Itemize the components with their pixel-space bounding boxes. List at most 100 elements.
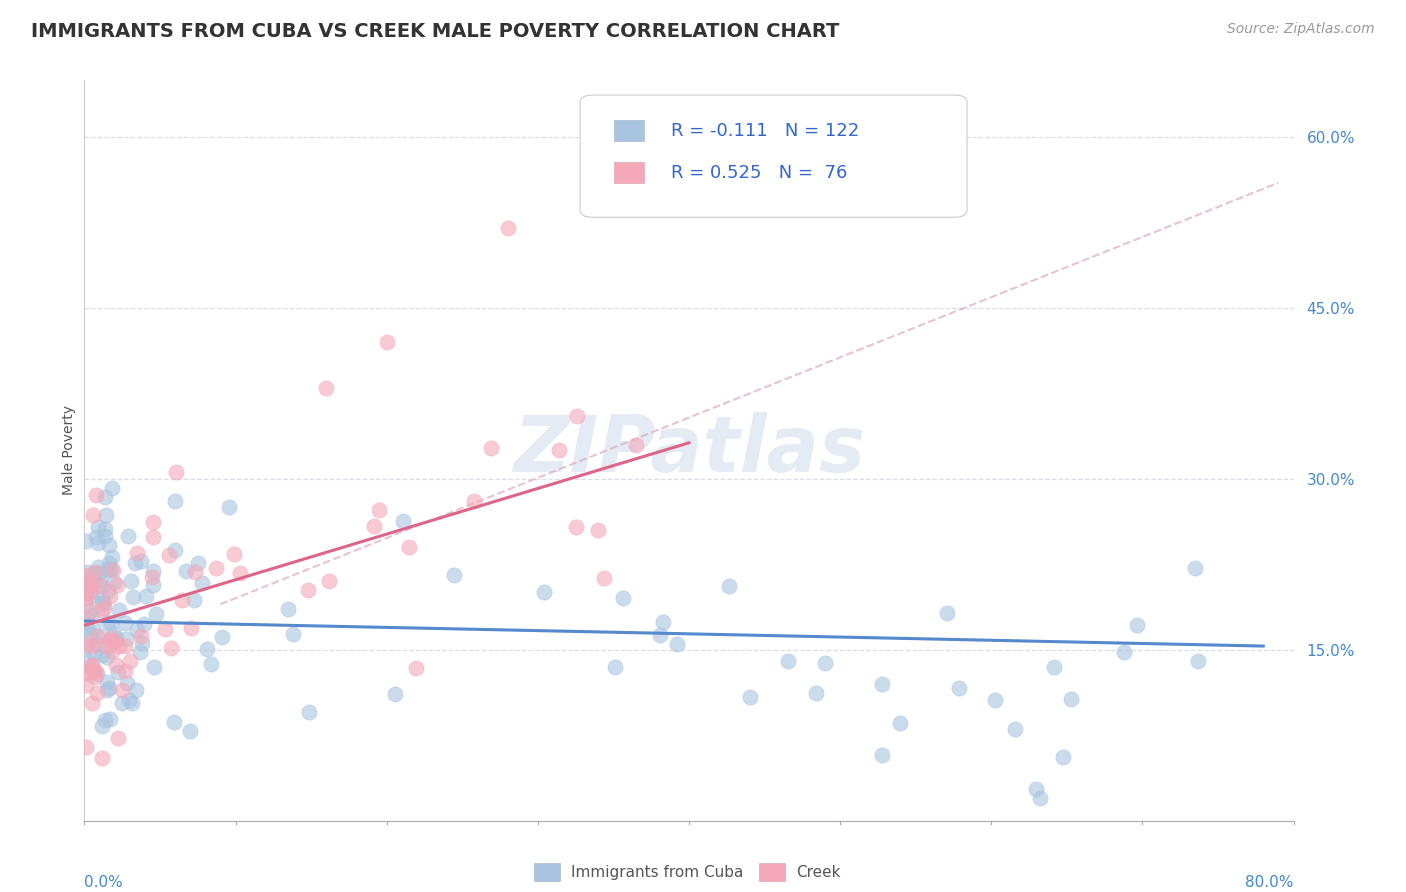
Immigrants from Cuba <box>101 550 124 565</box>
Immigrants from Cuba <box>89 573 111 587</box>
Immigrants from Cuba <box>76 577 98 591</box>
Text: Creek: Creek <box>796 865 841 880</box>
Immigrants from Cuba <box>97 584 120 599</box>
Creek <box>82 508 104 522</box>
Creek <box>565 520 588 534</box>
Creek <box>142 530 165 544</box>
Creek <box>318 574 340 589</box>
Immigrants from Cuba <box>103 575 125 590</box>
Immigrants from Cuba <box>97 615 120 629</box>
FancyBboxPatch shape <box>614 120 644 141</box>
Immigrants from Cuba <box>107 665 129 680</box>
Creek <box>184 566 207 580</box>
Immigrants from Cuba <box>603 659 626 673</box>
Immigrants from Cuba <box>142 564 165 578</box>
Text: R = 0.525   N =  76: R = 0.525 N = 76 <box>671 164 848 182</box>
Immigrants from Cuba <box>174 564 197 578</box>
Immigrants from Cuba <box>114 615 136 630</box>
Creek <box>82 577 104 591</box>
Immigrants from Cuba <box>1029 790 1052 805</box>
Immigrants from Cuba <box>1126 617 1149 632</box>
Creek <box>98 590 121 604</box>
Creek <box>83 665 105 679</box>
Immigrants from Cuba <box>1025 782 1047 797</box>
Immigrants from Cuba <box>1114 644 1136 658</box>
Immigrants from Cuba <box>651 615 673 629</box>
Immigrants from Cuba <box>179 724 201 739</box>
Creek <box>107 731 129 746</box>
Creek <box>75 740 97 755</box>
Creek <box>90 603 112 617</box>
Immigrants from Cuba <box>142 660 165 674</box>
Creek <box>129 629 152 643</box>
Immigrants from Cuba <box>391 514 413 528</box>
Immigrants from Cuba <box>97 538 120 552</box>
Creek <box>180 621 202 635</box>
Creek <box>142 516 165 530</box>
Creek <box>76 574 98 588</box>
Creek <box>75 591 97 605</box>
Creek <box>624 438 647 452</box>
Immigrants from Cuba <box>125 623 148 637</box>
Immigrants from Cuba <box>870 747 893 762</box>
Creek <box>160 640 183 655</box>
Immigrants from Cuba <box>211 630 233 644</box>
Creek <box>108 639 131 653</box>
Text: IMMIGRANTS FROM CUBA VS CREEK MALE POVERTY CORRELATION CHART: IMMIGRANTS FROM CUBA VS CREEK MALE POVER… <box>31 22 839 41</box>
Creek <box>86 629 108 643</box>
Creek <box>547 442 569 457</box>
FancyBboxPatch shape <box>614 162 644 183</box>
Immigrants from Cuba <box>98 556 121 570</box>
Immigrants from Cuba <box>142 578 165 592</box>
Creek <box>127 546 149 560</box>
Immigrants from Cuba <box>612 591 634 605</box>
Immigrants from Cuba <box>200 657 222 672</box>
Creek <box>75 665 97 679</box>
Immigrants from Cuba <box>101 481 124 495</box>
Immigrants from Cuba <box>100 615 122 630</box>
Creek <box>463 494 485 508</box>
Immigrants from Cuba <box>648 627 671 641</box>
Immigrants from Cuba <box>936 606 959 620</box>
Creek <box>98 633 121 648</box>
Text: R = -0.111   N = 122: R = -0.111 N = 122 <box>671 121 859 140</box>
Immigrants from Cuba <box>298 705 321 719</box>
Creek <box>76 611 98 625</box>
Creek <box>375 335 398 350</box>
Immigrants from Cuba <box>94 490 117 504</box>
Creek <box>105 578 128 592</box>
Immigrants from Cuba <box>813 657 835 671</box>
Immigrants from Cuba <box>96 675 118 690</box>
Immigrants from Cuba <box>93 522 115 536</box>
Creek <box>141 569 163 583</box>
Immigrants from Cuba <box>165 493 187 508</box>
Immigrants from Cuba <box>145 607 167 622</box>
Immigrants from Cuba <box>120 574 142 588</box>
Immigrants from Cuba <box>103 626 125 640</box>
Creek <box>82 658 104 673</box>
Immigrants from Cuba <box>79 604 101 618</box>
Immigrants from Cuba <box>83 647 105 661</box>
Immigrants from Cuba <box>75 587 97 601</box>
Immigrants from Cuba <box>84 530 107 544</box>
Immigrants from Cuba <box>97 562 120 576</box>
Immigrants from Cuba <box>96 650 118 665</box>
Creek <box>224 547 246 561</box>
Immigrants from Cuba <box>105 632 128 646</box>
Immigrants from Cuba <box>87 520 110 534</box>
Immigrants from Cuba <box>90 629 112 643</box>
Immigrants from Cuba <box>776 654 799 668</box>
Creek <box>83 670 105 684</box>
Immigrants from Cuba <box>96 508 118 522</box>
Creek <box>75 598 97 612</box>
Immigrants from Cuba <box>101 636 124 650</box>
Immigrants from Cuba <box>804 686 827 700</box>
Immigrants from Cuba <box>195 641 218 656</box>
Immigrants from Cuba <box>218 500 240 515</box>
Creek <box>94 639 117 653</box>
Y-axis label: Male Poverty: Male Poverty <box>62 406 76 495</box>
Immigrants from Cuba <box>79 625 101 640</box>
Text: 0.0%: 0.0% <box>84 875 124 890</box>
Creek <box>104 658 127 673</box>
Immigrants from Cuba <box>889 715 911 730</box>
